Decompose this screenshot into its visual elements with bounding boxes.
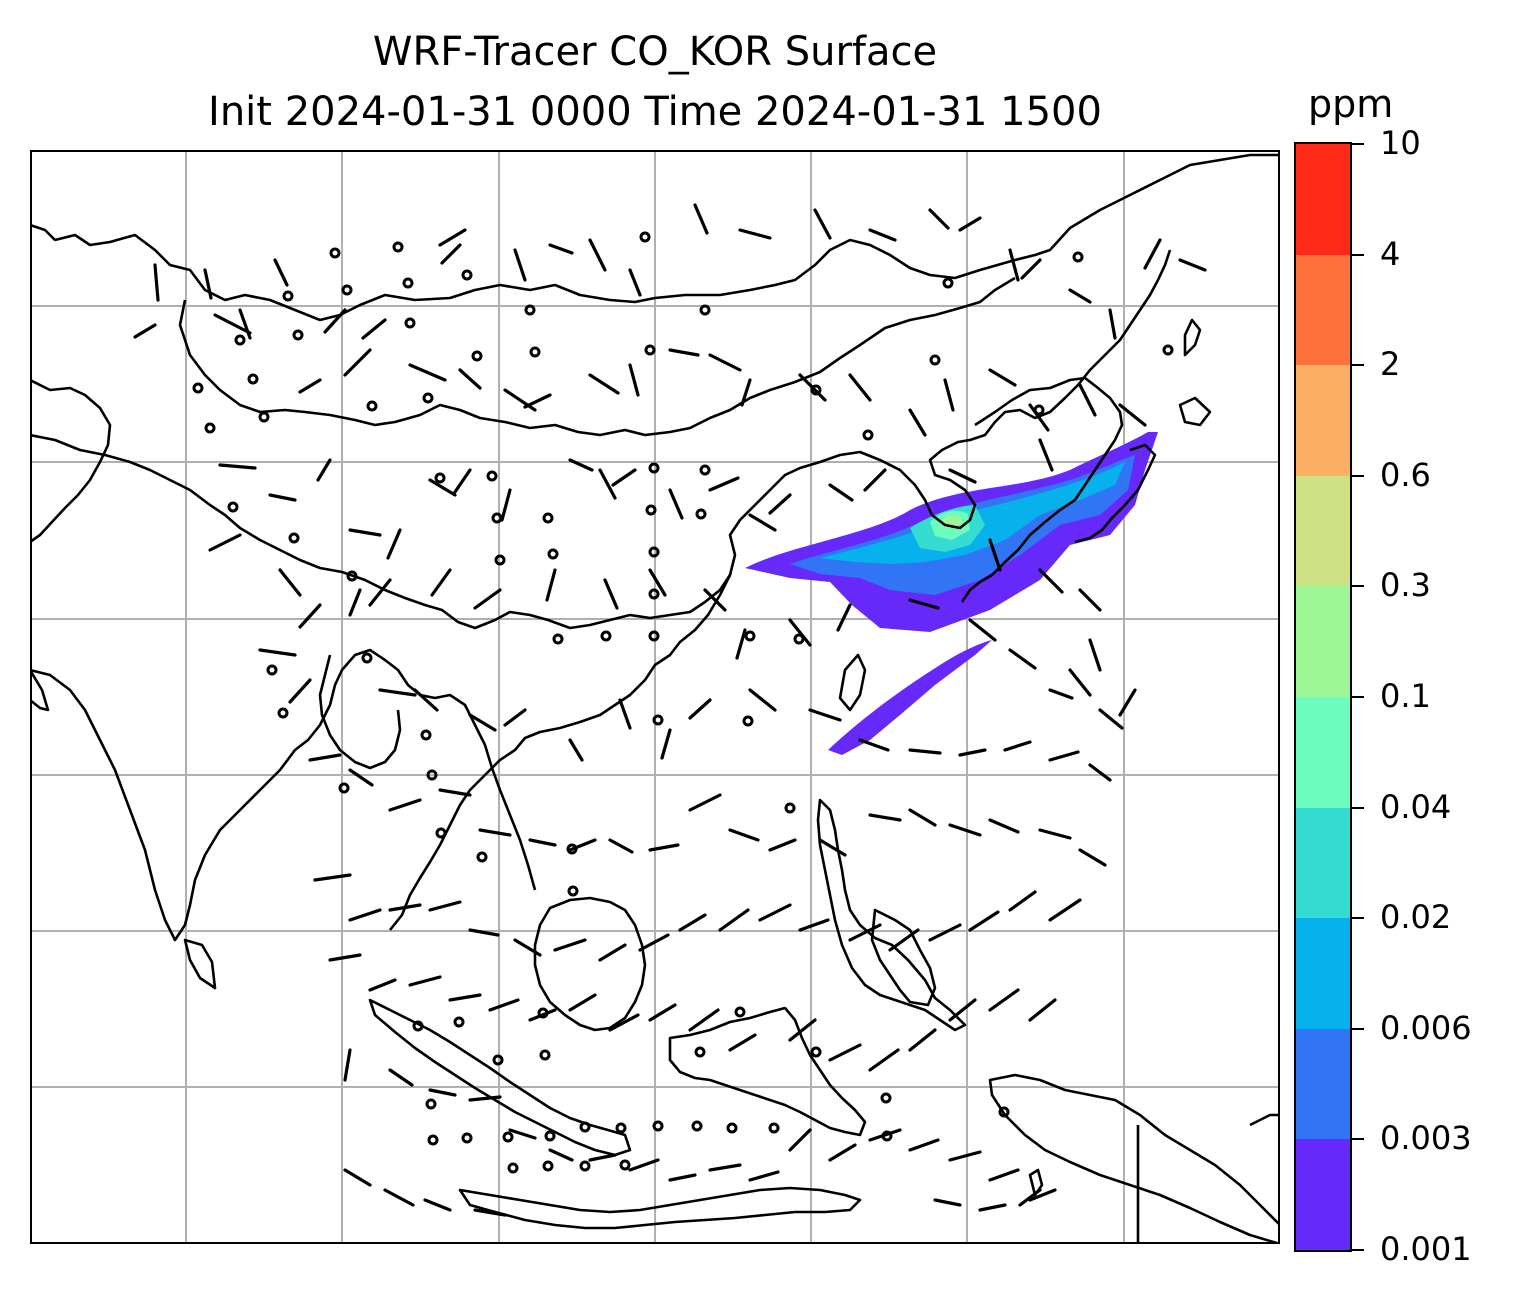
colorbar-tick-mark — [1352, 143, 1364, 145]
colorbar-segment — [1296, 807, 1350, 919]
map-title-line2: Init 2024-01-31 0000 Time 2024-01-31 150… — [208, 89, 1102, 135]
colorbar-tick-label: 0.04 — [1380, 787, 1452, 826]
colorbar-segment — [1296, 697, 1350, 808]
colorbar-segment — [1296, 586, 1350, 697]
map-frame-border — [30, 150, 1280, 1244]
colorbar-tick-mark — [1352, 696, 1364, 698]
colorbar-tick-label: 0.001 — [1380, 1230, 1472, 1268]
colorbar-tick-label: 0.3 — [1380, 566, 1431, 605]
colorbar-tick-mark — [1352, 1249, 1364, 1251]
colorbar-tick-mark — [1352, 253, 1364, 256]
map-panel — [30, 150, 1280, 1244]
map-title-line1: WRF-Tracer CO_KOR Surface — [372, 29, 938, 75]
calm-wind-markers — [192, 231, 1174, 1174]
colorbar-tick-mark — [1352, 806, 1364, 809]
colorbar-segment — [1296, 365, 1350, 476]
colorbar-tick-mark — [1352, 1138, 1364, 1141]
colorbar-tick-label: 0.1 — [1380, 677, 1431, 715]
colorbar-tick-mark — [1352, 917, 1364, 920]
colorbar-tick-mark — [1352, 364, 1364, 367]
colorbar-tick-mark — [1352, 1027, 1364, 1030]
colorbar-segment — [1296, 475, 1350, 587]
colorbar-unit: ppm — [1308, 82, 1394, 126]
coastlines — [30, 153, 1280, 1244]
colorbar-segment — [1296, 254, 1350, 366]
colorbar-tick-label: 2 — [1380, 345, 1401, 384]
wind-barbs — [133, 203, 1207, 1217]
colorbar-tick-label: 0.6 — [1380, 455, 1431, 494]
colorbar-tick-label: 0.003 — [1380, 1119, 1472, 1158]
colorbar — [1294, 142, 1352, 1252]
colorbar-tick-mark — [1352, 474, 1364, 477]
colorbar-tick-label: 10 — [1380, 124, 1421, 162]
colorbar-tick-label: 0.006 — [1380, 1008, 1472, 1047]
colorbar-tick-label: 4 — [1380, 234, 1401, 273]
map-gridlines — [30, 150, 1280, 1244]
colorbar-tick-mark — [1352, 585, 1364, 588]
colorbar-segment — [1296, 1028, 1350, 1140]
colorbar-segment — [1296, 918, 1350, 1029]
colorbar-segment — [1296, 144, 1350, 255]
colorbar-segment — [1296, 1139, 1350, 1250]
colorbar-tick-label: 0.02 — [1380, 898, 1452, 937]
